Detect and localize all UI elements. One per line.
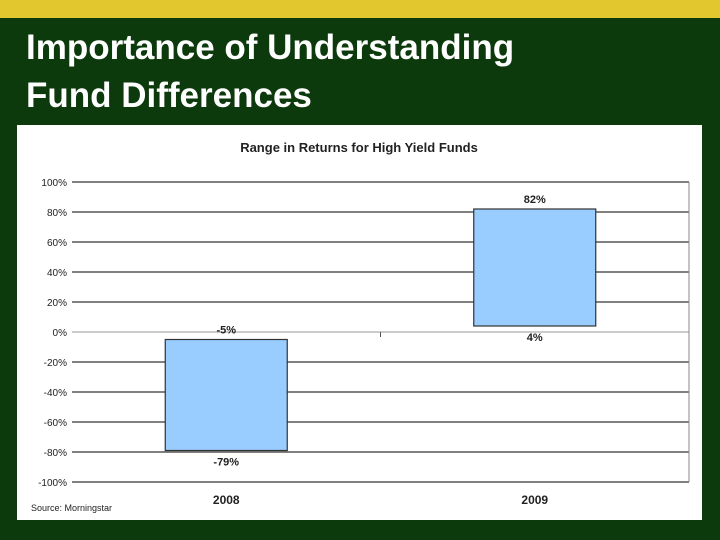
- source-note: Source: Morningstar: [31, 503, 112, 513]
- top-accent-bar: [0, 0, 720, 18]
- slide-title-line-2: Fund Differences: [26, 76, 312, 115]
- data-label-high: -5%: [216, 325, 236, 337]
- data-label-low: -79%: [213, 457, 239, 469]
- y-tick-label: -100%: [38, 478, 67, 489]
- x-category-label: 2008: [213, 493, 240, 507]
- range-bar-2009: [473, 208, 597, 327]
- y-tick-label: -60%: [44, 418, 67, 429]
- x-category-label: 2009: [521, 493, 548, 507]
- slide-title: Importance of Understanding Fund Differe…: [26, 24, 686, 120]
- y-tick-label: 40%: [47, 268, 67, 279]
- y-tick-label: -20%: [44, 358, 67, 369]
- y-tick-label: 60%: [47, 238, 67, 249]
- y-tick-label: 80%: [47, 208, 67, 219]
- data-label-low: 4%: [527, 332, 543, 344]
- data-label-high: 82%: [524, 194, 546, 206]
- y-tick-label: -80%: [44, 448, 67, 459]
- y-tick-label: -40%: [44, 388, 67, 399]
- bars: [164, 208, 597, 452]
- data-labels: -5% -79% 82% 4%: [213, 194, 546, 469]
- y-tick-label: 100%: [41, 178, 67, 189]
- chart-title: Range in Returns for High Yield Funds: [240, 140, 478, 155]
- slide-title-line-1: Importance of Understanding: [26, 28, 515, 67]
- range-bar-2008: [164, 338, 288, 452]
- y-tick-label: 0%: [53, 328, 68, 339]
- range-bar-chart: Range in Returns for High Yield Funds 10…: [31, 140, 690, 513]
- y-tick-label: 20%: [47, 298, 67, 309]
- y-axis: 100% 80% 60% 40% 20% 0% -20% -40% -60% -80% -100%: [38, 178, 690, 489]
- x-axis-categories: 2008 2009: [213, 493, 549, 507]
- chart-panel: Range in Returns for High Yield Funds 10…: [17, 125, 702, 520]
